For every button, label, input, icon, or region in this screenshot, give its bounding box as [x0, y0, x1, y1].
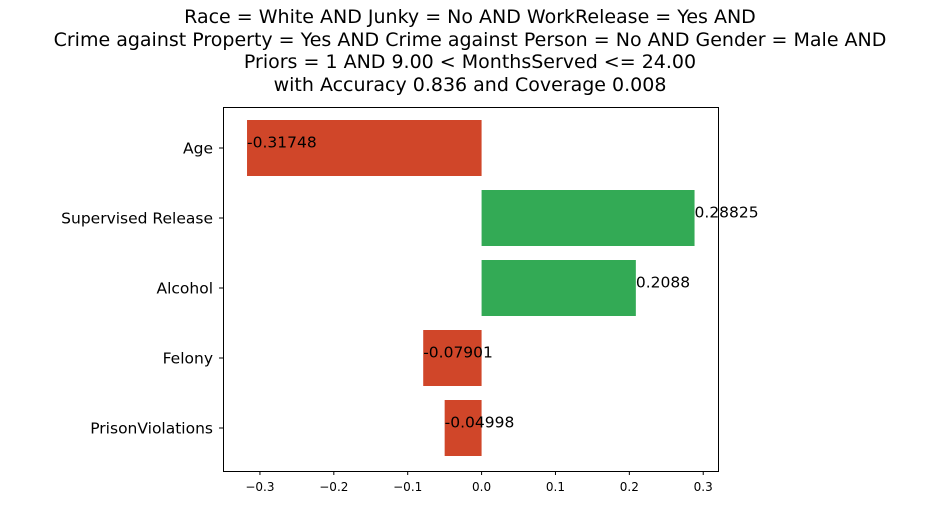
value-label-alcohol: 0.2088: [636, 274, 690, 292]
bars-group: [247, 120, 695, 456]
bar-age: [247, 120, 482, 176]
x-tick-label: 0.0: [472, 480, 491, 494]
chart-title-line-1: Race = White AND Junky = No AND WorkRele…: [184, 6, 756, 28]
x-tick-label: 0.3: [694, 480, 713, 494]
y-axis: Age Supervised Release Alcohol Felony Prison…: [61, 140, 223, 438]
y-tick-label: PrisonViolations: [90, 420, 213, 438]
bar-alcohol: [481, 260, 636, 316]
plot-frame: [223, 107, 719, 472]
y-tick-label: Supervised Release: [61, 210, 213, 228]
chart-title-line-4: with Accuracy 0.836 and Coverage 0.008: [273, 73, 667, 96]
value-labels-group: -0.31748 0.28825 0.2088 -0.07901 -0.04998: [247, 134, 759, 432]
bar-supervised-release: [481, 190, 695, 246]
value-label-prisonviolations: -0.04998: [445, 414, 515, 432]
x-axis: −0.3 −0.2 −0.1 0.0 0.1 0.2 0.3: [245, 471, 713, 494]
value-label-age: -0.31748: [247, 134, 317, 152]
bar-prisonviolations: [444, 400, 482, 456]
x-tick-label: 0.1: [546, 480, 565, 494]
chart-title: Race = White AND Junky = No AND WorkRele…: [0, 6, 940, 96]
y-tick-label: Felony: [163, 350, 213, 368]
y-tick-label: Alcohol: [156, 280, 213, 298]
value-label-supervised-release: 0.28825: [695, 204, 759, 222]
x-tick-label: 0.2: [620, 480, 639, 494]
chart-title-line-2: Crime against Property = Yes AND Crime a…: [53, 28, 887, 51]
x-tick-label: −0.3: [245, 480, 274, 494]
value-label-felony: -0.07901: [423, 344, 493, 362]
chart-title-line-3: Priors = 1 AND 9.00 < MonthsServed <= 24…: [243, 51, 697, 73]
x-tick-label: −0.2: [319, 480, 348, 494]
y-tick-label: Age: [183, 140, 213, 158]
x-tick-label: −0.1: [393, 480, 422, 494]
bar-felony: [423, 330, 482, 386]
